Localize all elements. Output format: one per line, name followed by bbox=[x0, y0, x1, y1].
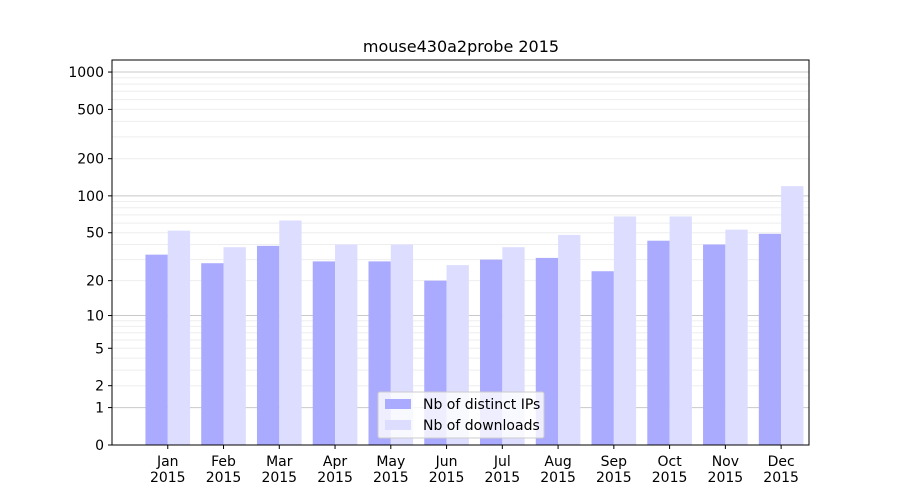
x-tick-label-year: 2015 bbox=[596, 470, 632, 486]
bar-downloads bbox=[558, 234, 581, 445]
legend-box bbox=[377, 391, 545, 439]
x-tick-label-month: May bbox=[376, 454, 405, 470]
x-tick-label-year: 2015 bbox=[206, 470, 242, 486]
x-tick-label-month: Sep bbox=[601, 454, 628, 470]
y-tick-label: 20 bbox=[86, 274, 104, 290]
legend-label-distinct-ips: Nb of distinct IPs bbox=[423, 397, 540, 413]
y-tick-label: 50 bbox=[86, 226, 104, 242]
y-tick-label: 2 bbox=[95, 379, 104, 395]
bars bbox=[145, 186, 804, 446]
bar-distinct-ips bbox=[312, 261, 336, 445]
plot-frame bbox=[111, 59, 810, 446]
x-tick-label-year: 2015 bbox=[429, 470, 465, 486]
y-tick-label: 1 bbox=[95, 401, 104, 417]
bar-distinct-ips bbox=[703, 244, 726, 445]
bar-downloads bbox=[725, 229, 748, 445]
x-tick-label-year: 2015 bbox=[373, 470, 409, 486]
legend-swatch-downloads bbox=[385, 420, 411, 430]
x-tick-label-month: Jul bbox=[493, 454, 511, 470]
x-tick-label-year: 2015 bbox=[708, 470, 744, 486]
x-tick-label-year: 2015 bbox=[652, 470, 688, 486]
legend-label-downloads: Nb of downloads bbox=[423, 418, 540, 434]
bar-downloads bbox=[223, 247, 246, 445]
x-tick-label-year: 2015 bbox=[484, 470, 520, 486]
bar-downloads bbox=[167, 230, 191, 445]
bar-downloads bbox=[669, 216, 692, 445]
y-axis: 0 1 2 5 10 20 50 100 200 500 1000 bbox=[68, 65, 112, 454]
y-tick-label: 200 bbox=[77, 152, 104, 168]
x-tick-label-month: Jun bbox=[435, 454, 458, 470]
x-tick-label-month: Nov bbox=[712, 454, 739, 470]
x-tick-label-year: 2015 bbox=[540, 470, 576, 486]
bar-distinct-ips bbox=[145, 254, 168, 445]
bar-distinct-ips bbox=[758, 233, 782, 445]
bar-distinct-ips bbox=[647, 240, 670, 445]
x-tick-label-month: Jan bbox=[156, 454, 179, 470]
legend: Nb of distinct IPs Nb of downloads bbox=[377, 391, 545, 439]
y-tick-label: 1000 bbox=[68, 65, 104, 81]
x-tick-label-year: 2015 bbox=[763, 470, 799, 486]
x-tick-label-month: Apr bbox=[323, 454, 347, 470]
x-tick-label-month: Aug bbox=[544, 454, 571, 470]
chart-title: mouse430a2probe 2015 bbox=[363, 37, 559, 56]
bar-downloads bbox=[781, 186, 804, 446]
x-tick-label-month: Feb bbox=[211, 454, 236, 470]
bar-downloads bbox=[335, 244, 358, 445]
legend-swatch-distinct-ips bbox=[385, 399, 411, 409]
x-tick-label-month: Mar bbox=[266, 454, 293, 470]
x-tick-label-year: 2015 bbox=[150, 470, 186, 486]
bar-downloads bbox=[613, 216, 637, 445]
y-tick-label: 10 bbox=[86, 309, 104, 325]
x-axis: Jan2015Feb2015Mar2015Apr2015May2015Jun20… bbox=[150, 445, 799, 486]
y-tick-label: 500 bbox=[77, 102, 104, 118]
x-tick-label-year: 2015 bbox=[317, 470, 353, 486]
bar-downloads bbox=[279, 220, 302, 445]
x-tick-label-year: 2015 bbox=[261, 470, 297, 486]
y-tick-label: 0 bbox=[95, 438, 104, 454]
y-tick-label: 100 bbox=[77, 189, 104, 205]
x-tick-label-month: Dec bbox=[768, 454, 795, 470]
y-tick-label: 5 bbox=[95, 341, 104, 357]
x-tick-label-month: Oct bbox=[657, 454, 682, 470]
bar-distinct-ips bbox=[591, 271, 614, 445]
bar-distinct-ips bbox=[201, 263, 224, 445]
bar-distinct-ips bbox=[256, 245, 280, 445]
